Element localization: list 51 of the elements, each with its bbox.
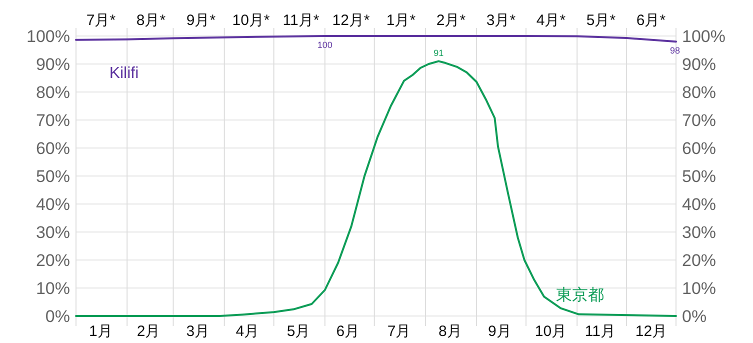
x-tick-label: 7月 xyxy=(387,323,411,340)
y2-tick-label: 80% xyxy=(682,83,716,102)
x-tick-label: 2月 xyxy=(136,323,160,340)
y2-tick-label: 20% xyxy=(682,251,716,270)
y2-tick-label: 10% xyxy=(682,279,716,298)
x-tick-label: 10月 xyxy=(534,323,567,340)
y-tick-label: 0% xyxy=(45,307,70,326)
text: 10月* xyxy=(232,12,270,29)
text: 2月* xyxy=(436,12,466,29)
data-label: 91 xyxy=(434,48,444,58)
y-tick-label: 90% xyxy=(36,55,70,74)
x-tick-label: 1月 xyxy=(89,323,112,340)
x-tick-label: 8月 xyxy=(438,323,462,340)
y2-tick-label: 40% xyxy=(682,195,716,214)
text: 9月* xyxy=(186,12,216,29)
text: 4月* xyxy=(536,12,566,29)
text: 11月* xyxy=(282,12,320,29)
y-tick-label: 100% xyxy=(26,27,70,46)
y-tick-label: 40% xyxy=(36,195,70,214)
text: 12月* xyxy=(332,12,370,29)
x-tick-label: 6月 xyxy=(336,323,360,340)
x-tick-label: 4月 xyxy=(236,323,260,340)
x-tick-label: 12月 xyxy=(635,323,668,340)
data-label: 100 xyxy=(317,40,332,50)
y2-tick-label: 100% xyxy=(682,27,726,46)
x-tick-label: 3月 xyxy=(186,323,210,340)
y-tick-label: 60% xyxy=(36,139,70,158)
data-label: 98 xyxy=(670,46,680,56)
y-tick-label: 20% xyxy=(36,251,70,270)
y2-tick-label: 30% xyxy=(682,223,716,242)
text: 7月* xyxy=(86,12,116,29)
x-tick-label: 9月 xyxy=(488,323,512,340)
y2-tick-label: 60% xyxy=(682,139,716,158)
x-tick-label: 5月 xyxy=(286,323,310,340)
text: 1月* xyxy=(386,12,416,29)
y-tick-label: 30% xyxy=(36,223,70,242)
y2-tick-label: 50% xyxy=(682,167,716,186)
y2-tick-label: 0% xyxy=(682,307,707,326)
y-tick-label: 80% xyxy=(36,83,70,102)
y2-tick-label: 90% xyxy=(682,55,716,74)
text: 5月* xyxy=(586,12,616,29)
y-tick-label: 10% xyxy=(36,279,70,298)
y-tick-label: 50% xyxy=(36,167,70,186)
text: 6月* xyxy=(636,12,666,29)
x-tick-label: 11月 xyxy=(584,323,616,340)
series-label: 東京都 xyxy=(556,286,604,304)
text: 3月* xyxy=(486,12,516,29)
y2-tick-label: 70% xyxy=(682,111,716,130)
series-label: Kilifi xyxy=(109,65,139,82)
text: 8月* xyxy=(136,12,166,29)
y-tick-label: 70% xyxy=(36,111,70,130)
